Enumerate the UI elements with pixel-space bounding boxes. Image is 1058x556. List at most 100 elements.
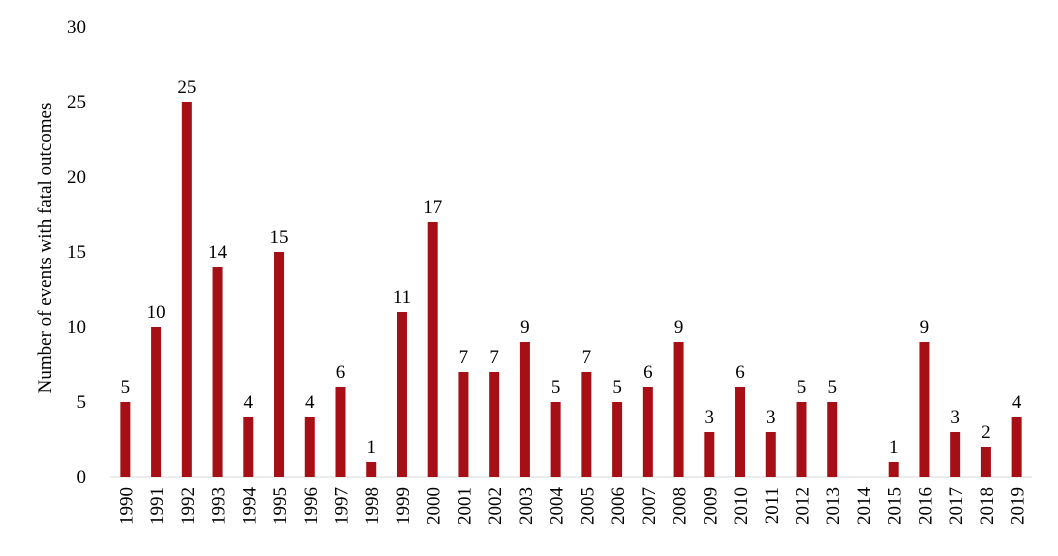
y-axis-title: Number of events with fatal outcomes (35, 103, 56, 394)
x-tick-label: 1995 (270, 487, 291, 525)
x-tick-label: 2001 (454, 487, 475, 525)
x-tick-label: 2007 (639, 487, 660, 525)
bar (274, 252, 285, 477)
x-tick-label: 2014 (854, 487, 875, 526)
bar-value-label: 3 (766, 407, 776, 428)
bar (212, 267, 223, 477)
x-tick-label: 1994 (239, 487, 260, 526)
bar (427, 222, 438, 477)
x-tick-label: 1990 (116, 487, 137, 525)
y-tick-label: 25 (67, 92, 86, 113)
bar-value-label: 1 (366, 437, 376, 458)
x-tick-label: 2006 (608, 487, 629, 525)
x-axis-ticks: 1990 1991 1992 1993 1994 1995 1996 1997 1998 1999… (116, 487, 1028, 526)
bar (304, 417, 315, 477)
bar (458, 372, 469, 477)
bar-value-label: 14 (208, 242, 228, 263)
bar (765, 432, 776, 477)
bar-value-label: 15 (270, 227, 289, 248)
bar-value-label: 6 (336, 362, 346, 383)
x-tick-label: 2016 (915, 487, 936, 525)
x-tick-label: 1997 (332, 487, 353, 525)
x-tick-label: 2008 (670, 487, 691, 525)
y-axis-ticks: 0 5 10 15 20 25 30 (67, 17, 86, 488)
x-tick-label: 1998 (362, 487, 383, 525)
x-tick-label: 1993 (209, 487, 230, 525)
bar (642, 387, 653, 477)
bar (581, 372, 592, 477)
x-tick-label: 2004 (547, 487, 568, 526)
bar-value-label: 6 (735, 362, 745, 383)
x-tick-label: 2011 (762, 487, 783, 524)
bar-value-label: 5 (551, 377, 561, 398)
x-tick-label: 1996 (301, 487, 322, 525)
bar-value-label: 7 (459, 347, 469, 368)
bar-value-label: 3 (950, 407, 960, 428)
bar (151, 327, 162, 477)
bar (919, 342, 930, 477)
bar (796, 402, 807, 477)
bar (550, 402, 561, 477)
bar (181, 102, 192, 477)
bar-value-label: 4 (1012, 392, 1022, 413)
bar-value-label: 9 (674, 317, 684, 338)
x-tick-label: 2013 (823, 487, 844, 525)
bar (827, 402, 838, 477)
y-tick-label: 30 (67, 17, 86, 38)
bar (673, 342, 684, 477)
bar-value-label: 1 (889, 437, 899, 458)
bar-value-label: 17 (423, 197, 442, 218)
bar (519, 342, 530, 477)
bar (120, 402, 131, 477)
bar (980, 447, 991, 477)
bar (612, 402, 623, 477)
x-tick-label: 2002 (485, 487, 506, 525)
bar (489, 372, 500, 477)
bar (335, 387, 346, 477)
bars-group (120, 102, 1022, 477)
bar-value-label: 5 (121, 377, 131, 398)
bar-value-label: 6 (643, 362, 653, 383)
bar-value-label: 7 (489, 347, 499, 368)
bar (735, 387, 746, 477)
x-tick-label: 1992 (178, 487, 199, 525)
y-tick-label: 10 (67, 317, 86, 338)
bar-value-label: 2 (981, 422, 991, 443)
bar-value-label: 11 (393, 287, 411, 308)
x-tick-label: 1999 (393, 487, 414, 525)
bar (704, 432, 715, 477)
x-tick-label: 1991 (147, 487, 168, 525)
bar (950, 432, 961, 477)
x-tick-label: 2018 (977, 487, 998, 525)
bar-value-label: 10 (147, 302, 166, 323)
bar-value-label: 7 (582, 347, 592, 368)
bar-value-label: 5 (797, 377, 807, 398)
bar-value-label: 5 (827, 377, 837, 398)
bar-value-label: 9 (520, 317, 530, 338)
y-tick-label: 20 (67, 167, 86, 188)
x-tick-label: 2012 (793, 487, 814, 525)
bar-value-label: 25 (177, 77, 196, 98)
y-tick-label: 5 (77, 392, 87, 413)
bar-value-label: 4 (305, 392, 315, 413)
x-tick-label: 2005 (577, 487, 598, 525)
bar-value-label: 5 (612, 377, 622, 398)
y-tick-label: 15 (67, 242, 86, 263)
y-tick-label: 0 (77, 467, 87, 488)
bar (396, 312, 407, 477)
x-tick-label: 2009 (700, 487, 721, 525)
bar-value-label: 9 (920, 317, 930, 338)
x-tick-label: 2015 (885, 487, 906, 525)
x-tick-label: 2010 (731, 487, 752, 525)
bar-value-label: 4 (244, 392, 254, 413)
x-tick-label: 2000 (424, 487, 445, 525)
bar (243, 417, 254, 477)
bar-value-label: 3 (705, 407, 715, 428)
bar (1011, 417, 1022, 477)
x-tick-label: 2019 (1008, 487, 1029, 525)
x-tick-label: 2003 (516, 487, 537, 525)
x-tick-label: 2017 (946, 487, 967, 525)
bar (888, 462, 899, 477)
